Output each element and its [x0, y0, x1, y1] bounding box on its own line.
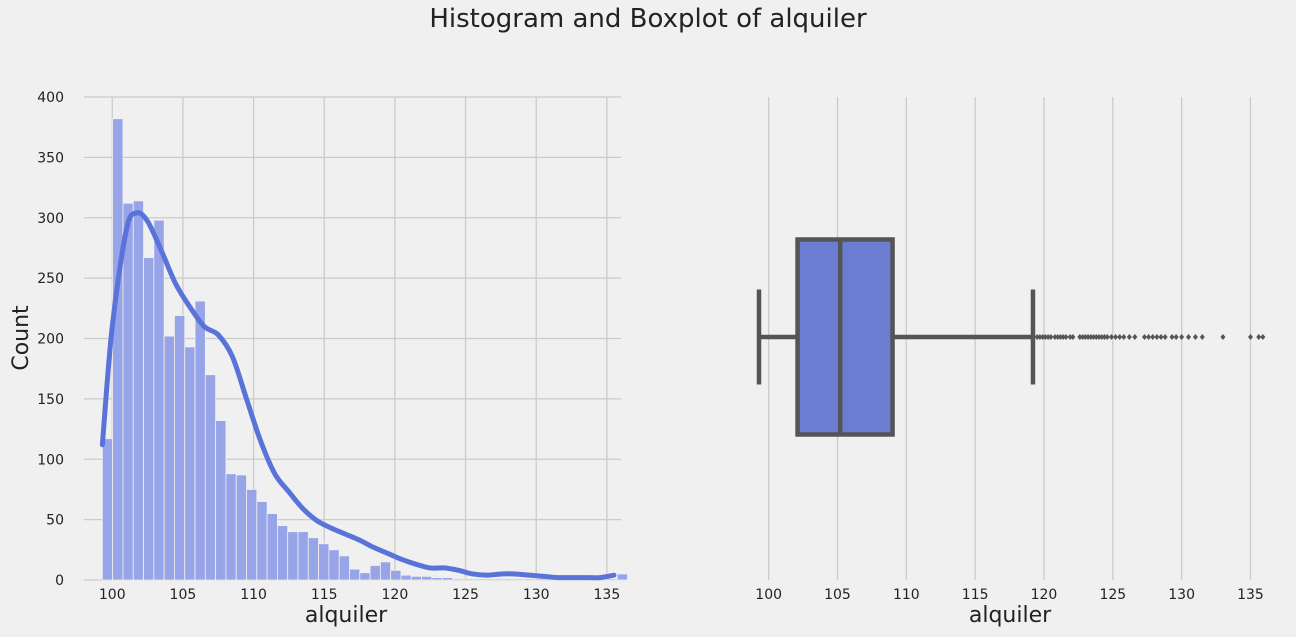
histogram-bar [482, 578, 495, 581]
histogram-bar [256, 501, 268, 581]
histogram-y-tick-label: 150 [37, 392, 64, 408]
histogram-y-tick-label: 200 [37, 332, 64, 348]
histogram-x-tick-label: 120 [382, 587, 409, 603]
histogram-bar [225, 473, 237, 581]
figure-title: Histogram and Boxplot of alquiler [429, 4, 867, 34]
histogram-bar [194, 300, 206, 581]
histogram-y-axis-label: Count [9, 305, 34, 371]
histogram-bar [246, 489, 258, 581]
histogram-bar [452, 578, 464, 581]
histogram-y-tick-label: 350 [37, 150, 64, 166]
histogram-bar [235, 474, 247, 581]
histogram-bar [112, 118, 124, 581]
histogram-bar [174, 315, 186, 581]
histogram-bar [462, 578, 474, 581]
histogram-x-tick-label: 105 [170, 587, 197, 603]
histogram-bar [421, 575, 433, 581]
histogram-bar [379, 561, 392, 581]
histogram-bar [400, 574, 412, 581]
histogram-bar [307, 537, 319, 581]
histogram-bar [204, 374, 217, 581]
histogram-bar [266, 513, 278, 581]
histogram-bar [493, 578, 505, 581]
histogram-x-tick-label: 130 [523, 587, 550, 603]
histogram-bar [163, 335, 175, 581]
histogram-x-axis-label: alquiler [305, 603, 388, 628]
histogram-bar [369, 565, 381, 581]
histogram-bar [318, 543, 330, 581]
histogram-x-tick-label: 135 [594, 587, 621, 603]
histogram-bar [606, 578, 618, 581]
histogram-bar [524, 578, 536, 581]
histogram-y-tick-label: 400 [37, 90, 64, 106]
histogram-bar [410, 575, 422, 581]
histogram-bars [101, 118, 628, 581]
histogram-bar [132, 200, 144, 581]
histogram-bar [513, 578, 525, 581]
histogram-bar [534, 578, 546, 581]
histogram-bar [616, 573, 628, 581]
histogram-bar [431, 577, 443, 581]
histogram-bar [503, 578, 515, 581]
histogram-x-tick-label: 100 [99, 587, 126, 603]
histogram-y-tick-label: 300 [37, 211, 64, 227]
histogram-x-tick-label: 110 [240, 587, 267, 603]
histogram-bar [338, 555, 350, 581]
histogram-bar [215, 420, 227, 581]
histogram-bar [297, 531, 309, 581]
histogram-bar [359, 572, 371, 581]
histogram-bar [184, 346, 196, 581]
histogram-bar [143, 257, 155, 581]
histogram-ticks: 0 50 100 150 200 250 300 350 400 100 105 110 115 120 1… [37, 90, 620, 603]
histogram-x-tick-label: 115 [311, 587, 338, 603]
histogram-bar [390, 569, 402, 581]
histogram-bar [287, 531, 299, 581]
histogram-bar [472, 578, 484, 581]
histogram-bar [101, 438, 114, 581]
histogram-kde-line [99, 210, 617, 581]
histogram-y-tick-label: 0 [55, 573, 64, 589]
histogram-bar [328, 549, 340, 581]
histogram-bar [349, 568, 361, 581]
histogram-kde [99, 210, 617, 581]
histogram-bar [277, 525, 289, 581]
histogram-x-tick-label: 125 [452, 587, 479, 603]
histogram-y-tick-label: 50 [46, 513, 64, 529]
histogram-bar [153, 219, 165, 581]
histogram-bar [122, 202, 134, 581]
histogram-bar [441, 577, 453, 581]
histogram-y-tick-label: 250 [37, 271, 64, 287]
histogram-y-tick-label: 100 [37, 452, 64, 468]
